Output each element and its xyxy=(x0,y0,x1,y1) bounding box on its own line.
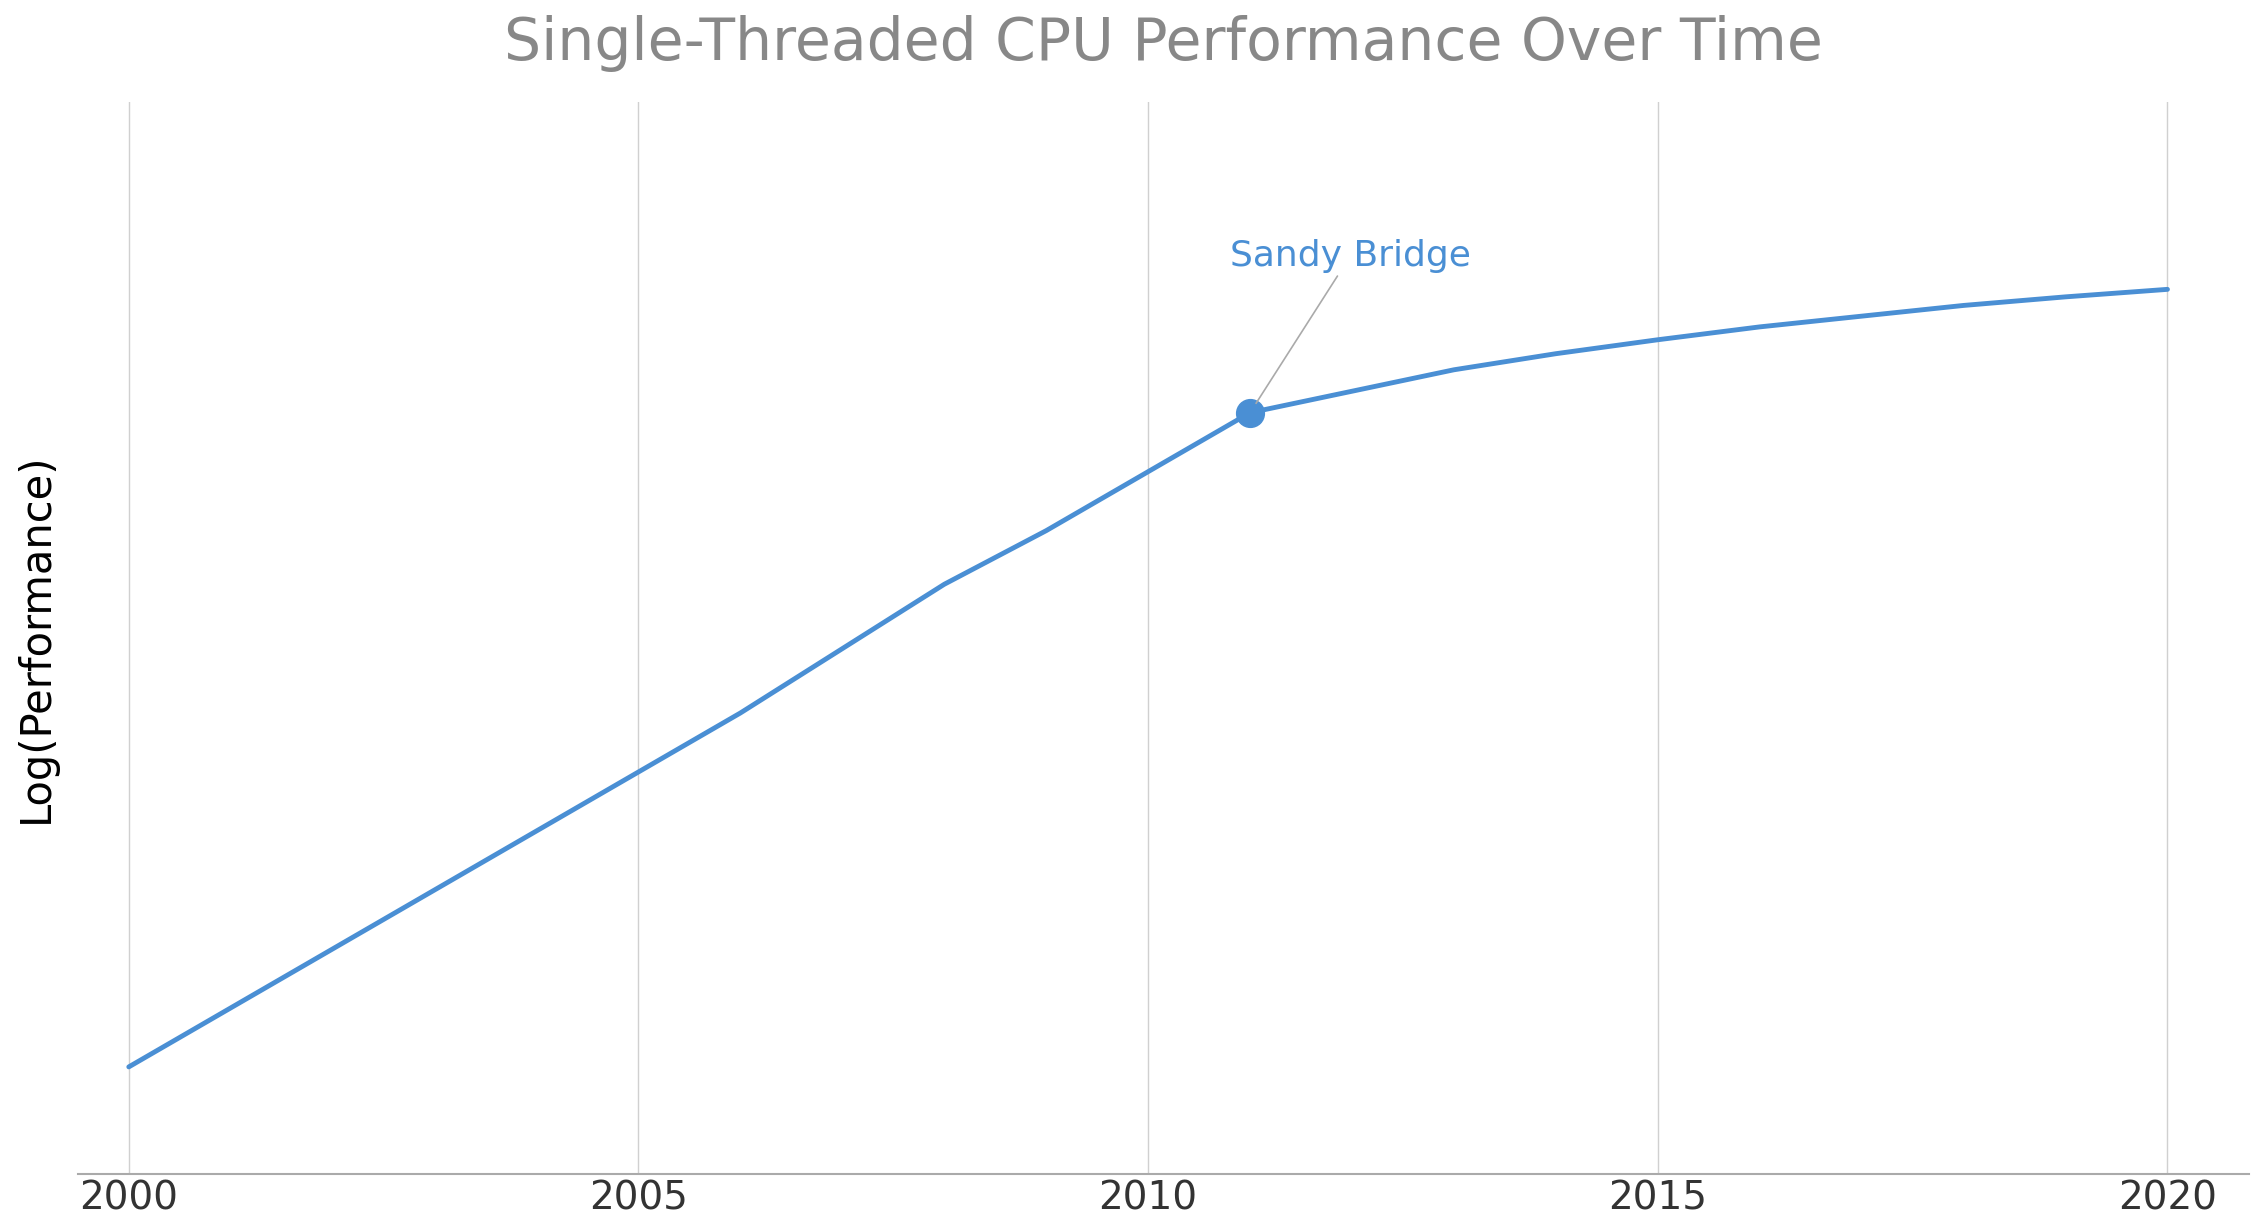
Text: Sandy Bridge: Sandy Bridge xyxy=(1229,239,1472,403)
Y-axis label: Log(Performance): Log(Performance) xyxy=(16,452,57,823)
Title: Single-Threaded CPU Performance Over Time: Single-Threaded CPU Performance Over Tim… xyxy=(505,15,1823,71)
